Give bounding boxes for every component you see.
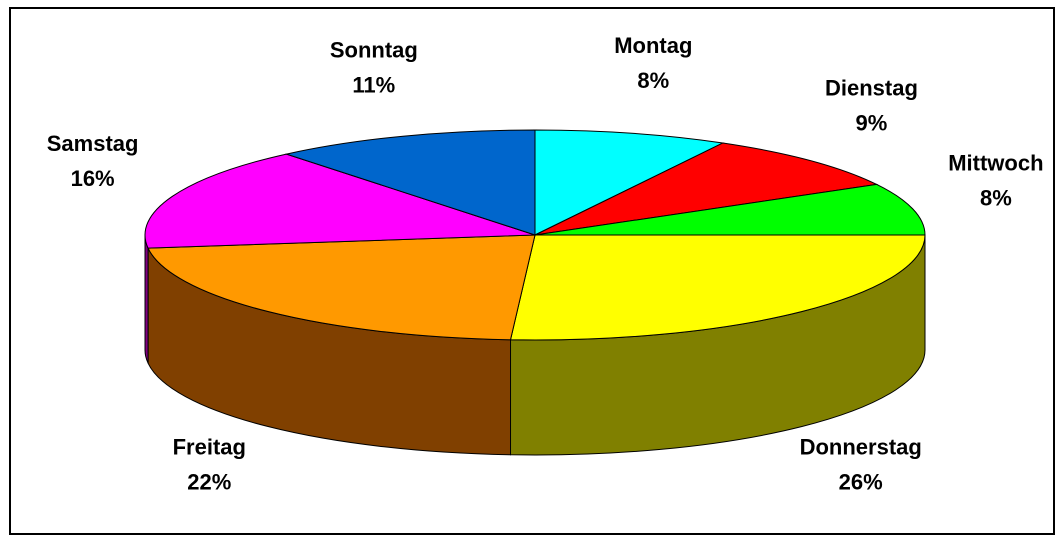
value-label: 8% xyxy=(980,185,1012,210)
slice xyxy=(534,129,725,236)
category-label: Montag xyxy=(614,33,692,58)
category-label: Donnerstag xyxy=(800,434,922,459)
value-label: 22% xyxy=(187,469,231,494)
slice xyxy=(144,153,536,249)
value-label: 16% xyxy=(71,166,115,191)
slice-side xyxy=(144,234,149,364)
category-label: Mittwoch xyxy=(948,150,1043,175)
category-label: Sonntag xyxy=(330,38,418,63)
value-label: 8% xyxy=(637,68,669,93)
value-label: 9% xyxy=(856,111,888,136)
slice xyxy=(284,129,536,236)
slice xyxy=(534,183,926,236)
value-label: 11% xyxy=(352,73,395,98)
value-label: 26% xyxy=(839,469,883,494)
slice xyxy=(147,234,536,341)
slice xyxy=(509,234,926,341)
category-label: Freitag xyxy=(173,434,246,459)
category-label: Samstag xyxy=(47,131,139,156)
category-label: Dienstag xyxy=(825,76,918,101)
slice xyxy=(534,142,879,236)
